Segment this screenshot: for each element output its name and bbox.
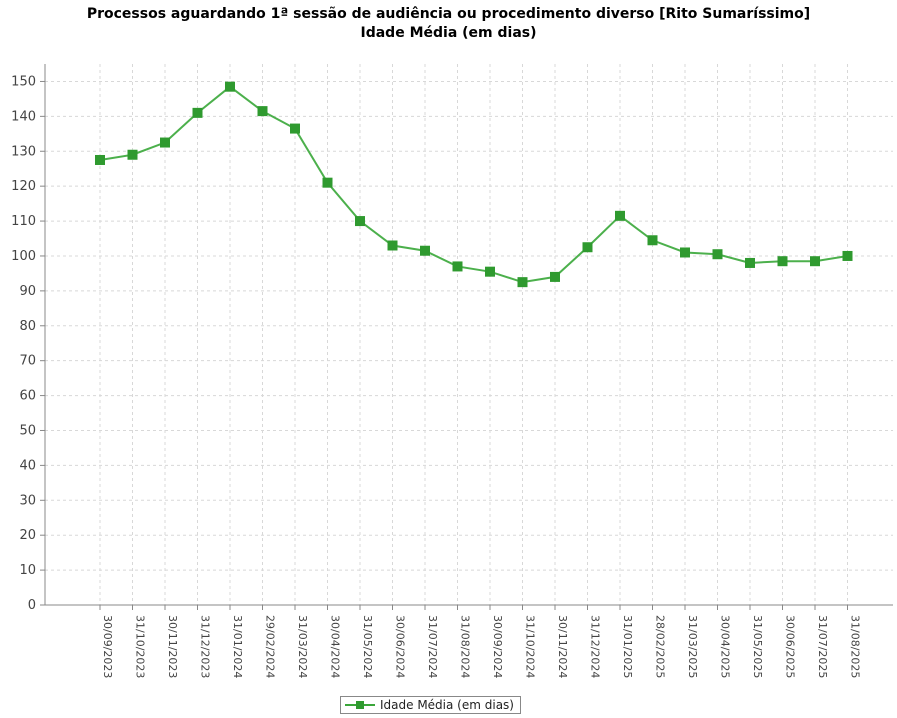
legend: Idade Média (em dias) — [340, 696, 521, 714]
y-axis-ticks: 0 10 20 30 40 50 60 70 80 90 100 110 120 130 140 150 — [11, 74, 45, 613]
y-tick-label: 140 — [11, 109, 36, 124]
data-point — [777, 256, 788, 267]
data-point — [745, 257, 755, 268]
data-point — [810, 256, 820, 267]
y-tick-label: 30 — [19, 493, 36, 508]
data-point — [355, 216, 365, 227]
series-group — [95, 81, 853, 288]
data-point — [452, 261, 463, 272]
y-tick-label: 20 — [19, 528, 36, 543]
y-tick-label: 60 — [19, 389, 36, 404]
y-tick-label: 0 — [28, 598, 36, 613]
data-point — [517, 277, 528, 288]
x-tick-label: 31/08/2024 — [459, 615, 472, 678]
data-point — [257, 106, 268, 117]
data-point — [387, 240, 398, 251]
x-tick-label: 31/07/2024 — [426, 615, 439, 678]
x-tick-label: 31/01/2024 — [231, 615, 244, 678]
data-point — [225, 81, 235, 92]
x-axis-ticks: 30/09/2023 31/10/2023 30/11/2023 31/12/2023… — [99, 605, 862, 678]
x-tick-label: 31/05/2024 — [361, 615, 374, 678]
x-tick-label: 30/06/2024 — [394, 615, 407, 678]
data-point — [550, 271, 560, 282]
y-tick-label: 90 — [19, 284, 36, 299]
x-tick-label: 31/12/2024 — [589, 615, 602, 678]
y-tick-label: 110 — [11, 214, 36, 229]
x-tick-label: 30/11/2024 — [556, 615, 569, 678]
y-tick-label: 80 — [19, 319, 36, 334]
y-tick-label: 150 — [11, 74, 36, 89]
data-point — [712, 249, 723, 260]
x-tick-label: 29/02/2024 — [264, 615, 277, 678]
series-line — [99, 85, 848, 284]
data-point — [842, 250, 853, 261]
x-tick-label: 31/03/2025 — [686, 615, 699, 678]
data-point — [160, 137, 170, 148]
legend-label: Idade Média (em dias) — [380, 698, 514, 712]
data-point — [322, 177, 333, 188]
x-tick-label: 31/10/2023 — [134, 615, 147, 678]
x-tick-label: 28/02/2025 — [654, 615, 667, 678]
y-tick-label: 130 — [11, 144, 36, 159]
y-tick-label: 120 — [11, 179, 36, 194]
legend-swatch — [345, 698, 375, 712]
chart-title: Processos aguardando 1ª sessão de audiên… — [86, 6, 811, 22]
y-tick-label: 50 — [19, 423, 36, 438]
y-tick-label: 10 — [19, 563, 36, 578]
x-tick-label: 30/04/2025 — [719, 615, 732, 678]
data-point — [95, 154, 105, 165]
x-tick-label: 30/06/2025 — [784, 615, 797, 678]
data-point — [485, 266, 495, 277]
data-point — [615, 210, 625, 221]
axes — [44, 64, 893, 606]
x-tick-label: 31/01/2025 — [621, 615, 634, 678]
x-tick-label: 30/11/2023 — [166, 615, 179, 678]
y-tick-label: 40 — [19, 458, 36, 473]
data-point — [680, 247, 690, 258]
x-tick-label: 31/10/2024 — [524, 615, 537, 678]
data-point — [582, 242, 593, 253]
y-tick-label: 100 — [11, 249, 36, 264]
chart-subtitle: Idade Média (em dias) — [360, 25, 537, 41]
x-tick-label: 31/03/2024 — [296, 615, 309, 678]
y-tick-label: 70 — [19, 354, 36, 369]
data-point — [192, 107, 203, 118]
x-tick-label: 31/05/2025 — [751, 615, 764, 678]
grid-lines — [45, 64, 893, 605]
x-tick-label: 30/04/2024 — [329, 615, 342, 678]
data-point — [127, 149, 138, 160]
data-point — [290, 123, 300, 134]
data-point — [420, 245, 430, 256]
x-tick-label: 30/09/2023 — [101, 615, 114, 678]
x-tick-label: 30/09/2024 — [491, 615, 504, 678]
data-point — [647, 235, 658, 246]
x-tick-label: 31/07/2025 — [816, 615, 829, 678]
x-tick-label: 31/12/2023 — [199, 615, 212, 678]
x-tick-label: 31/08/2025 — [849, 615, 862, 678]
